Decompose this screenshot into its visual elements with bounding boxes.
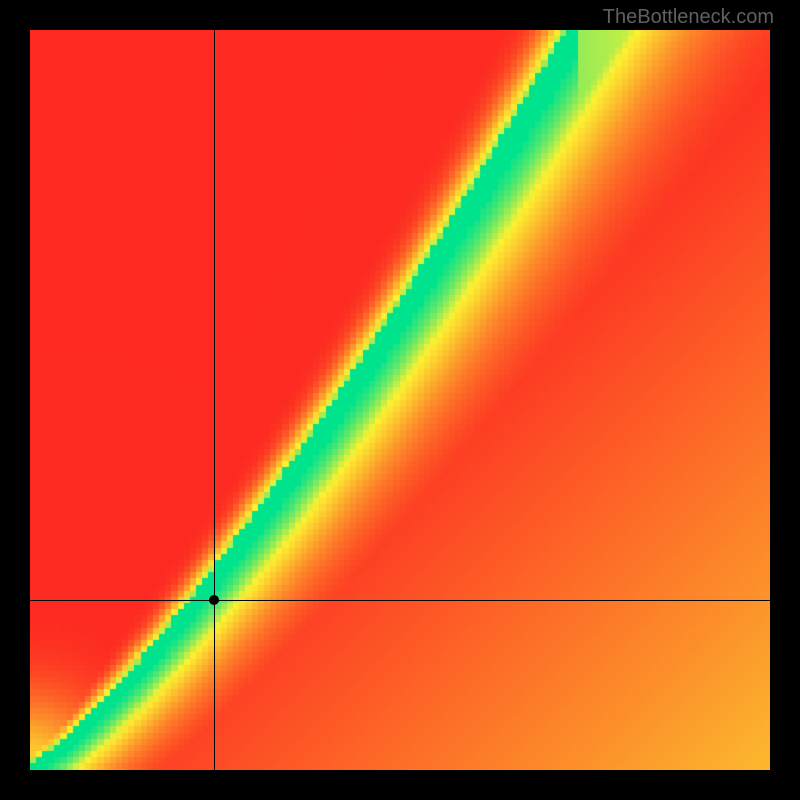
analysis-point-marker [209,595,219,605]
watermark-text: TheBottleneck.com [603,6,774,29]
crosshair-vertical [214,30,215,770]
heatmap-canvas [30,30,770,770]
bottleneck-heatmap [30,30,770,770]
crosshair-horizontal [30,600,770,601]
